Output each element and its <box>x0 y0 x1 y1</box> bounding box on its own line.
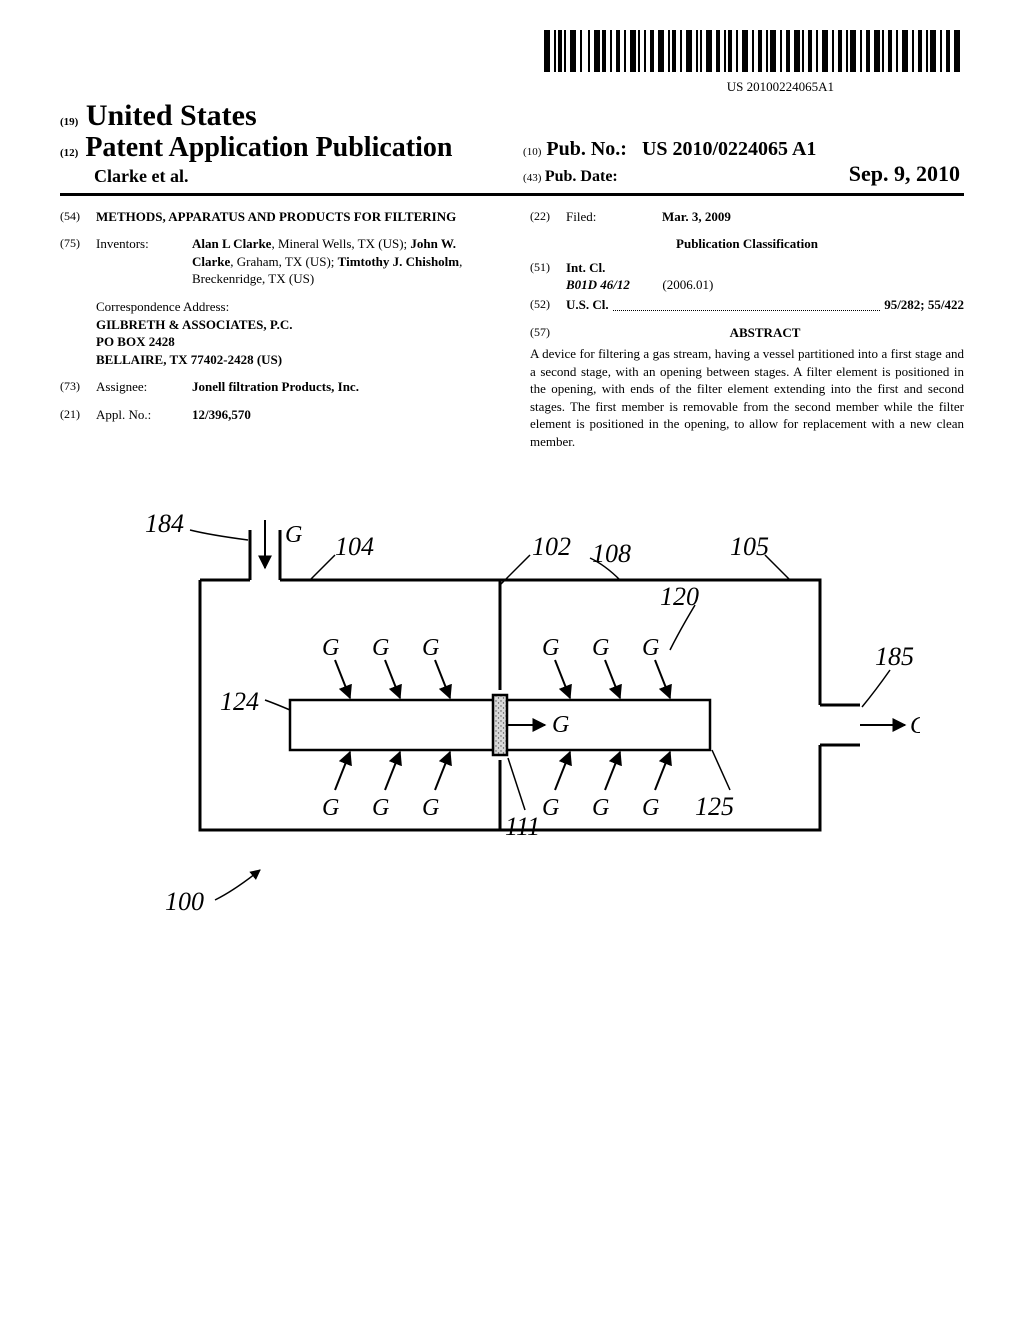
uscl-dots <box>613 300 881 311</box>
appl-no: 12/396,570 <box>192 406 494 424</box>
svg-text:G: G <box>910 713 920 739</box>
appl-label: Appl. No.: <box>96 406 192 424</box>
pub-type-code: (12) <box>60 147 78 159</box>
pub-classification-header: Publication Classification <box>530 235 964 253</box>
svg-text:G: G <box>592 635 609 661</box>
uscl-code: (52) <box>530 296 566 314</box>
country: United States <box>86 99 257 132</box>
pub-date-label: Pub. Date: <box>545 168 618 186</box>
svg-text:G: G <box>642 635 659 661</box>
svg-text:G: G <box>542 635 559 661</box>
svg-text:185: 185 <box>875 642 914 671</box>
svg-text:G: G <box>592 795 609 821</box>
svg-text:G: G <box>322 795 339 821</box>
intcl-date: (2006.01) <box>662 277 713 292</box>
svg-text:G: G <box>552 712 569 738</box>
inventors-list: Alan L Clarke, Mineral Wells, TX (US); J… <box>192 235 494 288</box>
svg-text:111: 111 <box>505 812 540 841</box>
barcode <box>60 30 964 77</box>
inventors-label: Inventors: <box>96 235 192 288</box>
filed-date: Mar. 3, 2009 <box>662 208 964 226</box>
svg-text:100: 100 <box>165 887 204 916</box>
appl-code: (21) <box>60 406 96 424</box>
filed-code: (22) <box>530 208 566 226</box>
assignee-code: (73) <box>60 378 96 396</box>
svg-text:G: G <box>542 795 559 821</box>
svg-text:124: 124 <box>220 687 259 716</box>
svg-text:G: G <box>372 635 389 661</box>
pub-no-label: Pub. No.: <box>546 138 627 160</box>
divider <box>60 193 964 196</box>
inventors-code: (75) <box>60 235 96 288</box>
filed-label: Filed: <box>566 208 662 226</box>
inventor-3: Timtothy J. Chisholm <box>338 254 459 269</box>
inventor-1: Alan L Clarke <box>192 236 271 251</box>
abstract-label: ABSTRACT <box>566 324 964 342</box>
svg-text:G: G <box>422 795 439 821</box>
pub-type: Patent Application Publication <box>85 132 452 163</box>
pub-no: US 2010/0224065 A1 <box>642 138 816 160</box>
abstract-text: A device for filtering a gas stream, hav… <box>530 345 964 450</box>
correspondence-label: Correspondence Address: <box>96 298 494 316</box>
svg-text:G: G <box>322 635 339 661</box>
correspondence-line2: PO BOX 2428 <box>96 333 494 351</box>
title-code: (54) <box>60 208 96 226</box>
patent-figure: G G G G G G G G G G G G G G G <box>60 500 964 930</box>
correspondence-line1: GILBRETH & ASSOCIATES, P.C. <box>96 316 494 334</box>
pub-date: Sep. 9, 2010 <box>849 161 964 187</box>
abstract-code: (57) <box>530 324 566 342</box>
pub-no-code: (10) <box>523 146 541 158</box>
intcl-class: B01D 46/12 <box>566 277 630 292</box>
svg-text:125: 125 <box>695 792 734 821</box>
invention-title: METHODS, APPARATUS AND PRODUCTS FOR FILT… <box>96 208 494 226</box>
uscl-label: U.S. Cl. <box>566 296 609 314</box>
correspondence-line3: BELLAIRE, TX 77402-2428 (US) <box>96 351 494 369</box>
svg-text:102: 102 <box>532 532 571 561</box>
assignee-label: Assignee: <box>96 378 192 396</box>
svg-text:G: G <box>422 635 439 661</box>
pub-date-code: (43) <box>523 172 541 184</box>
svg-text:104: 104 <box>335 532 374 561</box>
svg-text:G: G <box>285 522 302 548</box>
assignee: Jonell filtration Products, Inc. <box>192 378 494 396</box>
svg-text:120: 120 <box>660 582 699 611</box>
barcode-text: US 20100224065A1 <box>60 79 964 95</box>
intcl-code: (51) <box>530 259 566 294</box>
svg-text:108: 108 <box>592 539 631 568</box>
svg-text:184: 184 <box>145 509 184 538</box>
authors-line: Clarke et al. <box>60 166 523 187</box>
svg-text:G: G <box>642 795 659 821</box>
uscl-value: 95/282; 55/422 <box>884 296 964 314</box>
intcl-label: Int. Cl. <box>566 260 605 275</box>
svg-text:105: 105 <box>730 532 769 561</box>
country-code: (19) <box>60 116 78 128</box>
svg-text:G: G <box>372 795 389 821</box>
